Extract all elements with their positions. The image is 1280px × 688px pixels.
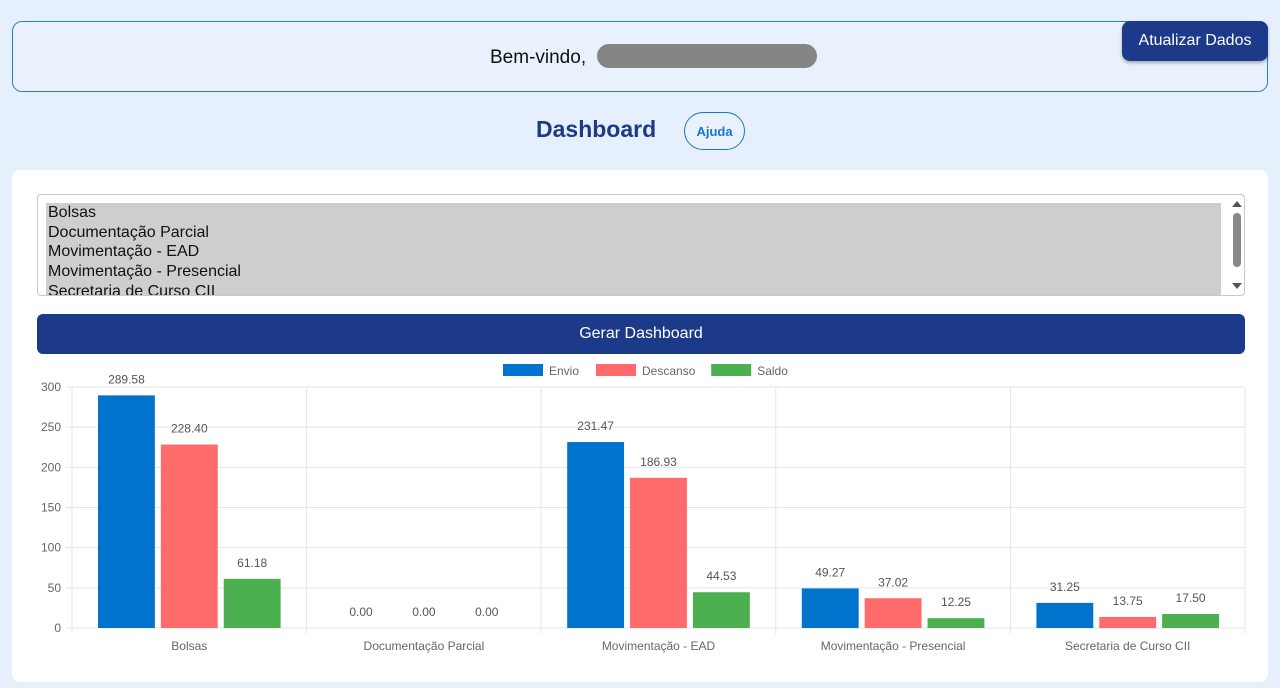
data-label: 17.50 — [1176, 591, 1206, 605]
data-label: 13.75 — [1113, 594, 1143, 608]
data-label: 44.53 — [706, 569, 736, 583]
y-tick-label: 250 — [41, 420, 61, 434]
redacted-username — [597, 44, 817, 68]
data-label: 289.58 — [108, 372, 145, 386]
sector-multiselect[interactable]: Bolsas Documentação Parcial Movimentação… — [37, 194, 1245, 296]
refresh-data-button[interactable]: Atualizar Dados — [1122, 21, 1268, 61]
bar — [1036, 602, 1094, 628]
legend-label: Descanso — [642, 364, 696, 378]
welcome-text: Bem-vindo, — [490, 47, 587, 68]
x-tick-label: Movimentação - Presencial — [821, 639, 966, 653]
sector-options: Bolsas Documentação Parcial Movimentação… — [46, 203, 1221, 295]
sector-option[interactable]: Movimentação - EAD — [48, 243, 200, 261]
data-label: 231.47 — [577, 419, 614, 433]
welcome-banner: Bem-vindo, — [12, 21, 1268, 92]
x-tick-label: Documentação Parcial — [364, 639, 485, 653]
y-tick-label: 50 — [48, 581, 62, 595]
x-tick-label: Bolsas — [171, 639, 207, 653]
legend-swatch — [503, 364, 543, 376]
sector-option[interactable]: Movimentação - Presencial — [48, 263, 241, 281]
data-label: 61.18 — [237, 556, 267, 570]
bar — [1162, 613, 1219, 628]
sector-option[interactable]: Documentação Parcial — [48, 223, 209, 241]
y-tick-label: 200 — [41, 460, 61, 474]
legend-swatch — [596, 364, 636, 376]
legend-label: Saldo — [757, 364, 788, 378]
bar — [160, 444, 218, 628]
bar — [1099, 616, 1157, 628]
sector-option[interactable]: Bolsas — [48, 204, 97, 221]
data-label: 12.25 — [941, 595, 971, 609]
data-label: 186.93 — [640, 455, 677, 469]
y-tick-label: 100 — [41, 541, 61, 555]
y-tick-label: 300 — [41, 380, 61, 394]
help-button[interactable]: Ajuda — [684, 112, 745, 150]
bar — [864, 598, 922, 628]
bar — [927, 618, 985, 628]
bar — [223, 578, 281, 628]
sector-option[interactable]: Secretaria de Curso CII — [48, 282, 216, 295]
bar — [692, 592, 750, 628]
legend-label: Envio — [549, 364, 579, 378]
scroll-up-arrow-icon[interactable] — [1232, 201, 1242, 207]
listbox-scrollbar[interactable] — [1228, 195, 1244, 295]
bar-chart-svg: 0 50 100 150 200 250 300 289.58 228.40 61.18 Bolsa… — [41, 364, 1246, 653]
x-tick-label: Movimentação - EAD — [602, 639, 716, 653]
data-label: 0.00 — [349, 605, 373, 619]
data-label: 49.27 — [815, 565, 845, 579]
data-label: 0.00 — [412, 605, 436, 619]
y-tick-label: 0 — [54, 621, 61, 635]
legend-swatch — [711, 364, 752, 376]
bar — [98, 395, 155, 628]
scroll-thumb[interactable] — [1233, 213, 1241, 267]
scroll-down-arrow-icon[interactable] — [1232, 283, 1242, 289]
data-label: 228.40 — [171, 422, 208, 436]
x-tick-label: Secretaria de Curso CII — [1065, 639, 1190, 653]
generate-dashboard-button[interactable]: Gerar Dashboard — [37, 314, 1245, 354]
y-tick-label: 150 — [41, 501, 61, 515]
page-title: Dashboard — [536, 116, 657, 142]
bar — [630, 477, 687, 628]
data-label: 37.02 — [878, 575, 908, 589]
data-label: 0.00 — [475, 605, 499, 619]
bar — [801, 588, 859, 628]
bar — [567, 442, 625, 628]
data-label: 31.25 — [1050, 580, 1080, 594]
dashboard-card: Bolsas Documentação Parcial Movimentação… — [12, 170, 1268, 682]
bar-chart: 0 50 100 150 200 250 300 289.58 228.40 61.18 Bolsa… — [12, 360, 1268, 682]
